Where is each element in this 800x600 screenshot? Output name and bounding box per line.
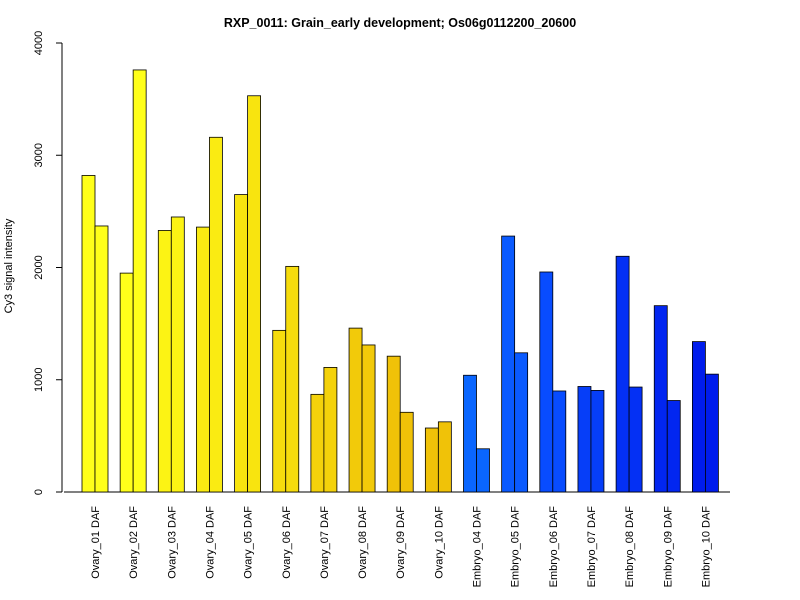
bar-1 bbox=[81, 175, 96, 493]
bar-2 bbox=[476, 448, 490, 493]
y-axis-label: Cy3 signal intensity bbox=[3, 218, 15, 313]
bar-2 bbox=[209, 136, 223, 493]
bar-1 bbox=[234, 194, 249, 493]
bar-2 bbox=[323, 367, 338, 493]
bar-2 bbox=[399, 411, 414, 493]
bar-1 bbox=[463, 374, 477, 493]
category-label: Ovary_08 DAF bbox=[357, 506, 369, 579]
bar-2 bbox=[132, 69, 147, 493]
y-axis: 0 1000 2000 3000 4000 bbox=[33, 31, 63, 495]
y-tick-label: 4000 bbox=[33, 31, 45, 55]
bar-2 bbox=[628, 386, 643, 493]
category-label: Ovary_10 DAF bbox=[433, 506, 445, 579]
bar-1 bbox=[196, 226, 210, 493]
bar-2 bbox=[590, 390, 605, 493]
bar-1 bbox=[501, 235, 516, 493]
bar-2 bbox=[285, 265, 300, 493]
category-labels: Ovary_01 DAF Ovary_02 DAF Ovary_03 DAF Ovar… bbox=[90, 506, 712, 588]
category-label: Ovary_04 DAF bbox=[204, 506, 216, 579]
bar-2 bbox=[247, 95, 262, 493]
bar-1 bbox=[272, 329, 287, 493]
bar-1 bbox=[424, 427, 439, 493]
category-label: Ovary_03 DAF bbox=[166, 506, 178, 579]
bar-1 bbox=[653, 305, 668, 493]
bar-2 bbox=[94, 225, 109, 493]
bar-1 bbox=[692, 341, 706, 493]
bar-2 bbox=[666, 400, 681, 493]
bar-2 bbox=[361, 344, 376, 493]
category-label: Embryo_07 DAF bbox=[586, 506, 598, 588]
category-label: Embryo_04 DAF bbox=[472, 506, 484, 588]
bar-1 bbox=[157, 230, 172, 493]
category-label: Embryo_06 DAF bbox=[548, 506, 560, 588]
bar-1 bbox=[615, 255, 630, 493]
bar-1 bbox=[119, 272, 134, 493]
bar-2 bbox=[552, 390, 567, 493]
y-tick-label: 1000 bbox=[33, 368, 45, 392]
bar-1 bbox=[577, 386, 592, 493]
category-label: Embryo_05 DAF bbox=[510, 506, 522, 588]
category-label: Ovary_06 DAF bbox=[281, 506, 293, 579]
category-label: Ovary_05 DAF bbox=[243, 506, 255, 579]
category-label: Ovary_02 DAF bbox=[128, 506, 140, 579]
bar-2 bbox=[170, 216, 185, 493]
bar-2 bbox=[705, 373, 719, 493]
y-tick-label: 3000 bbox=[33, 143, 45, 167]
category-label: Embryo_08 DAF bbox=[624, 506, 636, 588]
bar-2 bbox=[437, 421, 452, 493]
chart-title: RXP_0011: Grain_early development; Os06g… bbox=[224, 16, 576, 30]
bar-1 bbox=[539, 271, 554, 493]
category-label: Ovary_07 DAF bbox=[319, 506, 331, 579]
category-label: Ovary_09 DAF bbox=[395, 506, 407, 579]
bar-1 bbox=[310, 393, 325, 493]
bar-1 bbox=[386, 355, 401, 493]
category-label: Embryo_10 DAF bbox=[700, 506, 712, 588]
bars-group bbox=[81, 69, 719, 493]
y-tick-label: 2000 bbox=[33, 255, 45, 279]
category-label: Embryo_09 DAF bbox=[662, 506, 674, 588]
bar-1 bbox=[348, 327, 363, 493]
bar-2 bbox=[514, 352, 529, 493]
category-label: Ovary_01 DAF bbox=[90, 506, 102, 579]
y-tick-label: 0 bbox=[33, 489, 45, 495]
